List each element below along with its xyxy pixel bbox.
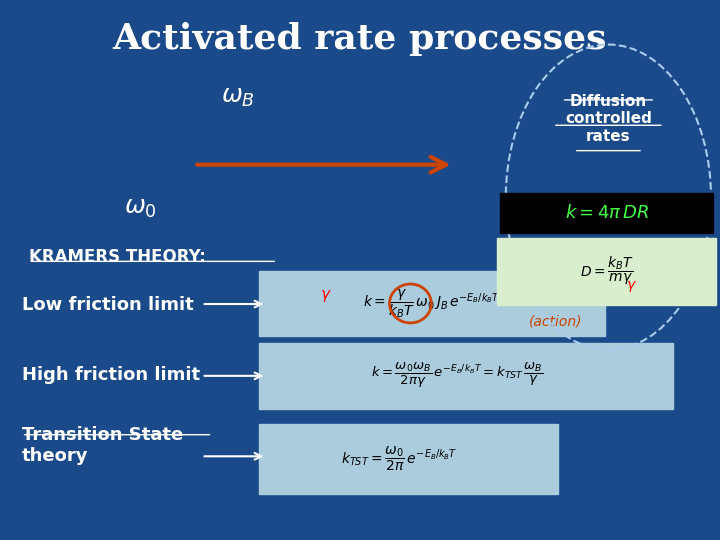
FancyBboxPatch shape xyxy=(259,271,605,336)
Text: $\gamma$: $\gamma$ xyxy=(626,279,637,294)
Text: Diffusion
controlled
rates: Diffusion controlled rates xyxy=(565,94,652,144)
Text: $\omega_B$: $\omega_B$ xyxy=(220,85,255,109)
Text: Transition State
theory: Transition State theory xyxy=(22,426,183,465)
Text: KRAMERS THEORY:: KRAMERS THEORY: xyxy=(29,247,206,266)
Text: (action): (action) xyxy=(529,314,582,328)
FancyBboxPatch shape xyxy=(497,238,716,305)
FancyBboxPatch shape xyxy=(259,343,673,409)
Text: $k = \dfrac{\omega_0\omega_B}{2\pi\gamma}\,e^{-E_B/k_BT} = k_{TST}\,\dfrac{\omeg: $k = \dfrac{\omega_0\omega_B}{2\pi\gamma… xyxy=(371,361,544,390)
Text: $k = \dfrac{\gamma}{k_B T}\,\omega_0\,J_B\,e^{-E_B/k_BT}$: $k = \dfrac{\gamma}{k_B T}\,\omega_0\,J_… xyxy=(364,287,500,320)
Text: $k_{TST} = \dfrac{\omega_0}{2\pi}\,e^{-E_B/k_BT}$: $k_{TST} = \dfrac{\omega_0}{2\pi}\,e^{-E… xyxy=(341,444,458,474)
Bar xyxy=(500,193,713,233)
Text: Low friction limit: Low friction limit xyxy=(22,296,194,314)
Text: $k = 4\pi\,DR$: $k = 4\pi\,DR$ xyxy=(564,204,649,222)
Text: Activated rate processes: Activated rate processes xyxy=(113,22,607,56)
Text: $D = \dfrac{k_B T}{m\gamma}$: $D = \dfrac{k_B T}{m\gamma}$ xyxy=(580,255,634,287)
Text: $\gamma$: $\gamma$ xyxy=(320,288,331,304)
Text: High friction limit: High friction limit xyxy=(22,366,199,384)
Text: $\omega_0$: $\omega_0$ xyxy=(124,196,157,220)
FancyBboxPatch shape xyxy=(259,424,558,494)
